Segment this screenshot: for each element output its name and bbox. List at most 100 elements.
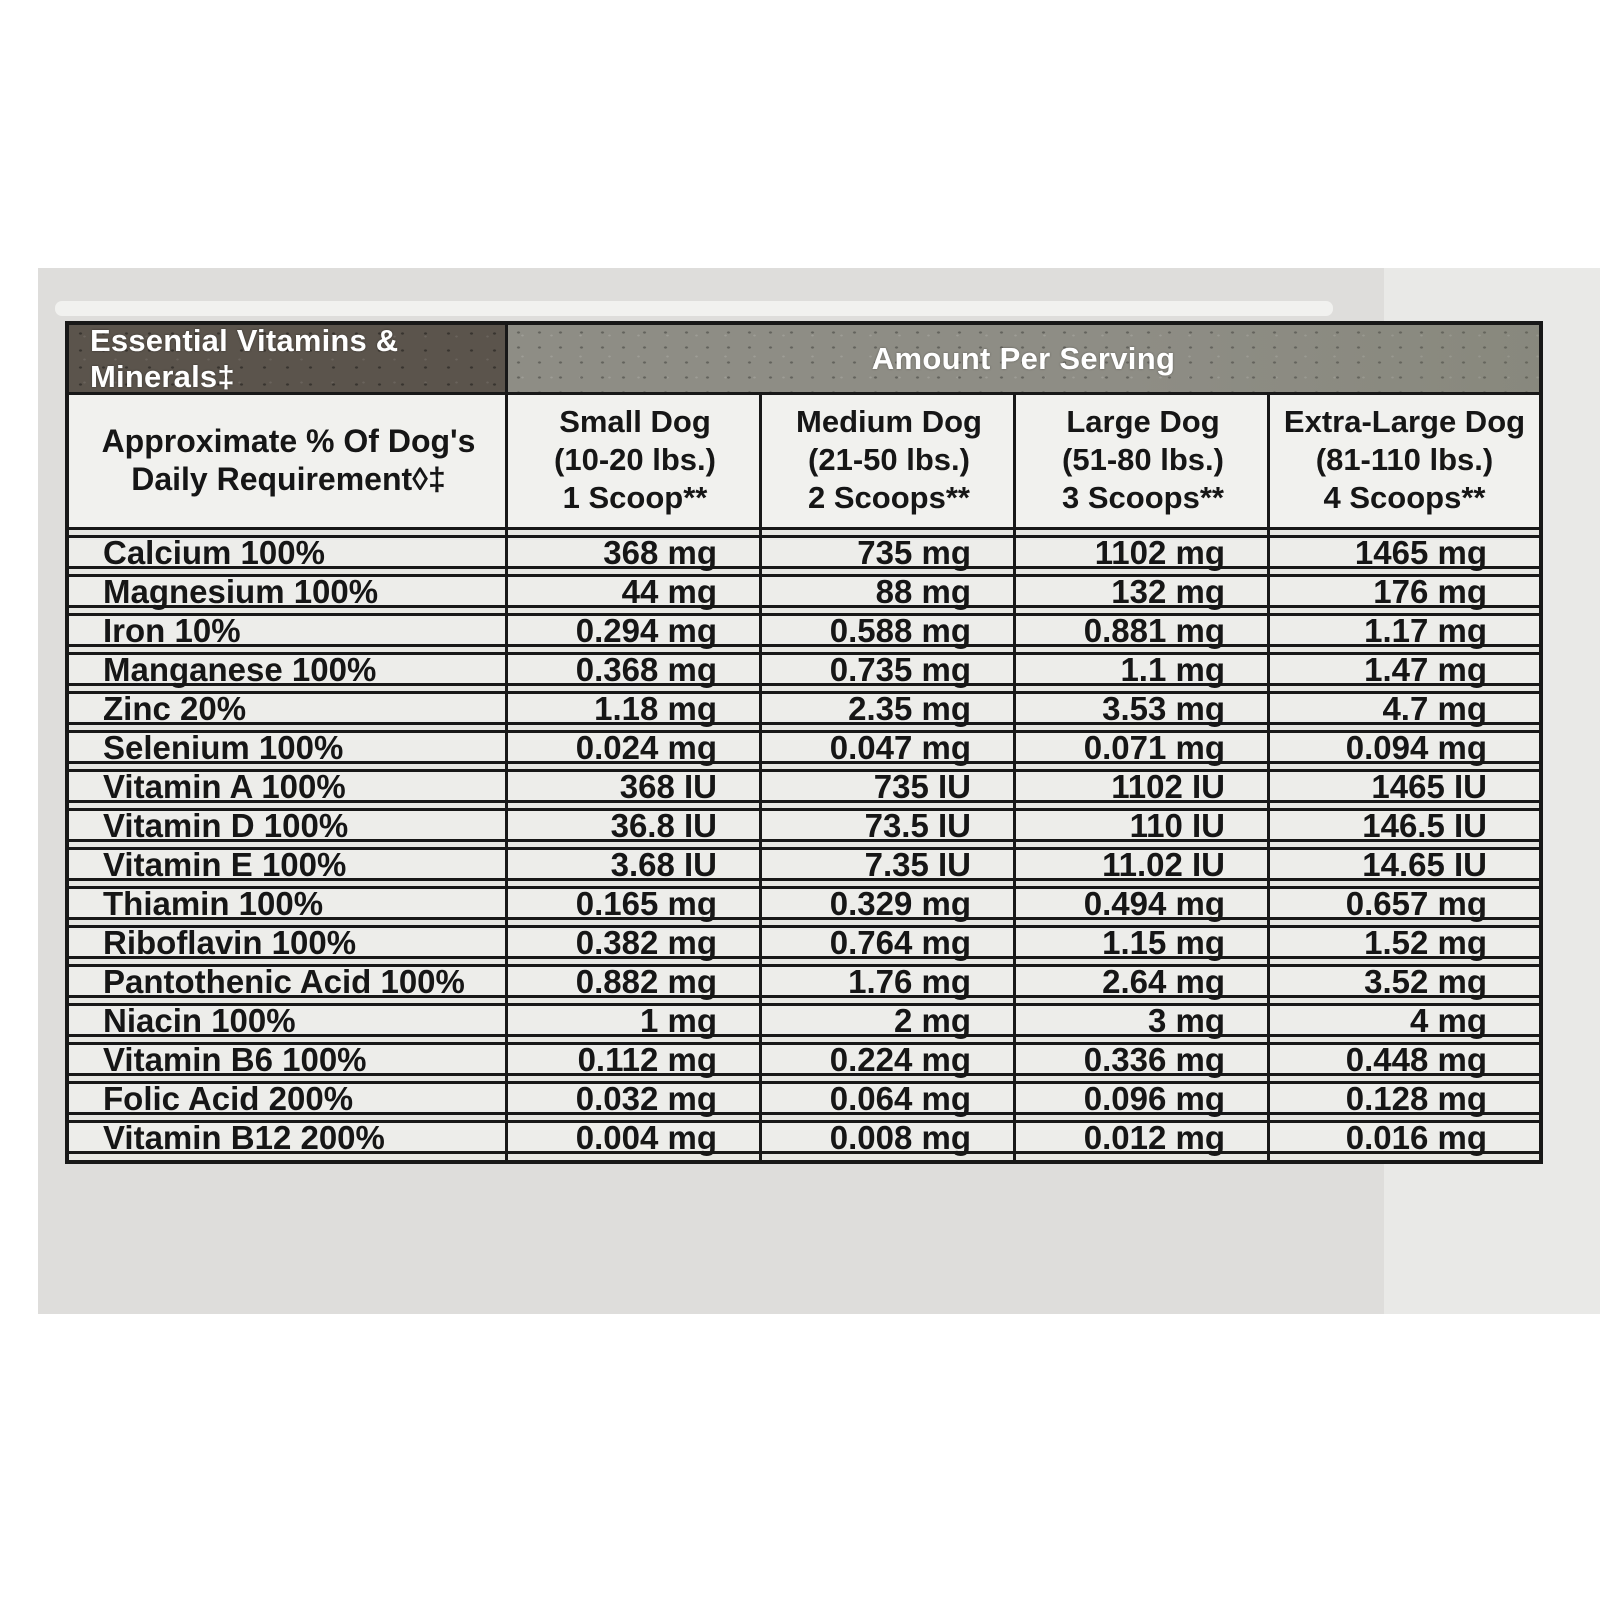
table-rows: Calcium 100% 368 mg 735 mg 1102 mg 1465 … bbox=[69, 535, 1539, 1160]
value-cell: 0.588 mg bbox=[829, 611, 971, 649]
value-cell: 735 mg bbox=[857, 533, 971, 571]
nutrient-name: Vitamin D 100% bbox=[103, 806, 349, 844]
value-cell: 735 IU bbox=[873, 767, 971, 805]
value-cell: 7.35 IU bbox=[864, 845, 971, 883]
value-cell: 0.016 mg bbox=[1345, 1118, 1487, 1156]
table-row: Thiamin 100% 0.165 mg 0.329 mg 0.494 mg … bbox=[69, 886, 1539, 920]
nutrition-facts-table: Essential Vitamins & Minerals‡ Amount Pe… bbox=[65, 321, 1543, 1164]
nutrient-name: Vitamin A 100% bbox=[103, 767, 346, 805]
value-cell: 0.448 mg bbox=[1345, 1040, 1487, 1078]
nutrient-name: Thiamin 100% bbox=[103, 884, 324, 922]
value-cell: 1465 IU bbox=[1371, 767, 1487, 805]
table-row: Zinc 20% 1.18 mg 2.35 mg 3.53 mg 4.7 mg bbox=[69, 691, 1539, 725]
value-cell: 146.5 IU bbox=[1362, 806, 1487, 844]
value-cell: 1.76 mg bbox=[848, 962, 971, 1000]
table-row: Calcium 100% 368 mg 735 mg 1102 mg 1465 … bbox=[69, 535, 1539, 569]
table-header-band: Essential Vitamins & Minerals‡ Amount Pe… bbox=[69, 323, 1539, 395]
column-header-extra-large-dog: Extra-Large Dog (81-110 lbs.) 4 Scoops** bbox=[1283, 404, 1526, 515]
value-cell: 1.15 mg bbox=[1102, 923, 1225, 961]
value-cell: 0.882 mg bbox=[575, 962, 717, 1000]
value-cell: 0.336 mg bbox=[1083, 1040, 1225, 1078]
column-header-row: Approximate % Of Dog's Daily Requirement… bbox=[69, 395, 1539, 530]
table-row: Vitamin B12 200% 0.004 mg 0.008 mg 0.012… bbox=[69, 1120, 1539, 1154]
value-cell: 1465 mg bbox=[1354, 533, 1487, 571]
value-cell: 0.657 mg bbox=[1345, 884, 1487, 922]
nutrient-name: Pantothenic Acid 100% bbox=[103, 962, 465, 1000]
value-cell: 0.024 mg bbox=[575, 728, 717, 766]
value-cell: 0.008 mg bbox=[829, 1118, 971, 1156]
value-cell: 0.004 mg bbox=[575, 1118, 717, 1156]
amount-per-serving-header: Amount Per Serving bbox=[508, 325, 1539, 392]
value-cell: 0.096 mg bbox=[1083, 1079, 1225, 1117]
value-cell: 0.382 mg bbox=[575, 923, 717, 961]
table-row: Folic Acid 200% 0.032 mg 0.064 mg 0.096 … bbox=[69, 1081, 1539, 1115]
value-cell: 0.735 mg bbox=[829, 650, 971, 688]
nutrient-name: Vitamin B12 200% bbox=[103, 1118, 385, 1156]
row-header-label: Approximate % Of Dog's Daily Requirement… bbox=[101, 423, 476, 497]
value-cell: 0.294 mg bbox=[575, 611, 717, 649]
value-cell: 14.65 IU bbox=[1362, 845, 1487, 883]
value-cell: 0.071 mg bbox=[1083, 728, 1225, 766]
panel-glare-strip bbox=[55, 301, 1333, 316]
table-row: Iron 10% 0.294 mg 0.588 mg 0.881 mg 1.17… bbox=[69, 613, 1539, 647]
value-cell: 0.064 mg bbox=[829, 1079, 971, 1117]
value-cell: 176 mg bbox=[1373, 572, 1487, 610]
value-cell: 0.494 mg bbox=[1083, 884, 1225, 922]
value-cell: 2.64 mg bbox=[1102, 962, 1225, 1000]
value-cell: 2 mg bbox=[893, 1001, 971, 1039]
value-cell: 0.881 mg bbox=[1083, 611, 1225, 649]
value-cell: 368 mg bbox=[603, 533, 717, 571]
value-cell: 3.68 IU bbox=[610, 845, 717, 883]
value-cell: 1.1 mg bbox=[1120, 650, 1225, 688]
nutrient-name: Manganese 100% bbox=[103, 650, 377, 688]
value-cell: 0.032 mg bbox=[575, 1079, 717, 1117]
value-cell: 0.012 mg bbox=[1083, 1118, 1225, 1156]
table-row: Pantothenic Acid 100% 0.882 mg 1.76 mg 2… bbox=[69, 964, 1539, 998]
value-cell: 0.368 mg bbox=[575, 650, 717, 688]
column-header-large-dog: Large Dog (51-80 lbs.) 3 Scoops** bbox=[1062, 404, 1224, 515]
nutrient-name: Selenium 100% bbox=[103, 728, 344, 766]
value-cell: 3.52 mg bbox=[1364, 962, 1487, 1000]
value-cell: 73.5 IU bbox=[864, 806, 971, 844]
table-row: Vitamin A 100% 368 IU 735 IU 1102 IU 146… bbox=[69, 769, 1539, 803]
value-cell: 2.35 mg bbox=[848, 689, 971, 727]
value-cell: 132 mg bbox=[1111, 572, 1225, 610]
nutrient-name: Niacin 100% bbox=[103, 1001, 296, 1039]
value-cell: 3.53 mg bbox=[1102, 689, 1225, 727]
table-row: Riboflavin 100% 0.382 mg 0.764 mg 1.15 m… bbox=[69, 925, 1539, 959]
value-cell: 1 mg bbox=[639, 1001, 717, 1039]
value-cell: 1102 IU bbox=[1111, 767, 1225, 805]
nutrient-name: Vitamin B6 100% bbox=[103, 1040, 367, 1078]
table-row: Vitamin D 100% 36.8 IU 73.5 IU 110 IU 14… bbox=[69, 808, 1539, 842]
nutrient-name: Zinc 20% bbox=[103, 689, 247, 727]
table-row: Vitamin E 100% 3.68 IU 7.35 IU 11.02 IU … bbox=[69, 847, 1539, 881]
table-row: Niacin 100% 1 mg 2 mg 3 mg 4 mg bbox=[69, 1003, 1539, 1037]
value-cell: 11.02 IU bbox=[1102, 845, 1225, 883]
nutrient-name: Riboflavin 100% bbox=[103, 923, 357, 961]
column-header-small-dog: Small Dog (10-20 lbs.) 1 Scoop** bbox=[554, 404, 716, 515]
table-row: Vitamin B6 100% 0.112 mg 0.224 mg 0.336 … bbox=[69, 1042, 1539, 1076]
value-cell: 0.329 mg bbox=[829, 884, 971, 922]
value-cell: 1.18 mg bbox=[594, 689, 717, 727]
value-cell: 0.165 mg bbox=[575, 884, 717, 922]
nutrient-name: Vitamin E 100% bbox=[103, 845, 347, 883]
value-cell: 44 mg bbox=[621, 572, 717, 610]
value-cell: 36.8 IU bbox=[610, 806, 717, 844]
value-cell: 4 mg bbox=[1409, 1001, 1487, 1039]
value-cell: 1102 mg bbox=[1094, 533, 1225, 571]
value-cell: 368 IU bbox=[619, 767, 717, 805]
value-cell: 1.52 mg bbox=[1364, 923, 1487, 961]
table-row: Magnesium 100% 44 mg 88 mg 132 mg 176 mg bbox=[69, 574, 1539, 608]
table-row: Manganese 100% 0.368 mg 0.735 mg 1.1 mg … bbox=[69, 652, 1539, 686]
value-cell: 1.47 mg bbox=[1364, 650, 1487, 688]
column-header-medium-dog: Medium Dog (21-50 lbs.) 2 Scoops** bbox=[796, 404, 982, 515]
nutrient-name: Magnesium 100% bbox=[103, 572, 379, 610]
value-cell: 0.128 mg bbox=[1345, 1079, 1487, 1117]
value-cell: 0.112 mg bbox=[577, 1040, 717, 1078]
value-cell: 110 IU bbox=[1129, 806, 1225, 844]
value-cell: 1.17 mg bbox=[1364, 611, 1487, 649]
table-row: Selenium 100% 0.024 mg 0.047 mg 0.071 mg… bbox=[69, 730, 1539, 764]
table-body: Approximate % Of Dog's Daily Requirement… bbox=[69, 395, 1539, 1160]
value-cell: 0.094 mg bbox=[1345, 728, 1487, 766]
